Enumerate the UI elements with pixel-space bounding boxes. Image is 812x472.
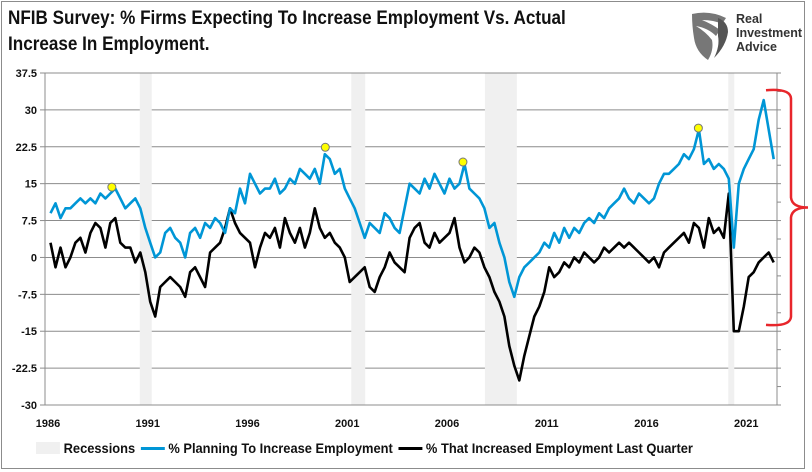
axes: 37.5 30 22.5 15 7.5 0 -7.5 -15 -22.5 -30 1986 1991 1… (12, 68, 781, 430)
y-tick-label: 30 (25, 105, 37, 117)
chart-title: NFIB Survey: % Firms Expecting To Increa… (8, 6, 566, 58)
y-tick-label: 0 (31, 252, 37, 264)
x-tick-label: 1991 (136, 418, 160, 430)
recession-band (351, 73, 366, 405)
logo: Real Investment Advice (688, 8, 806, 64)
x-tick-label: 2021 (734, 418, 758, 430)
x-tick-label: 1996 (235, 418, 259, 430)
eagle-shield-icon (692, 12, 728, 61)
legend-swatch-actual (398, 446, 423, 450)
x-tick-label: 1986 (36, 418, 60, 430)
legend-swatch-planning (140, 446, 165, 450)
x-tick-label: 2011 (535, 418, 559, 430)
y-tick-label: 37.5 (16, 68, 37, 80)
y-tick-label: -30 (21, 400, 37, 412)
series-actual-line (49, 192, 775, 382)
highlight-point (107, 182, 117, 192)
series-planning-line (49, 98, 775, 299)
logo-text-2: Investment (736, 26, 802, 40)
highlights (107, 88, 809, 327)
legend-planning: % Planning To Increase Employment (140, 440, 393, 456)
title-line-1: NFIB Survey: % Firms Expecting To Increa… (8, 8, 566, 29)
logo-text-3: Advice (736, 40, 777, 54)
y-tick-label: -15 (21, 326, 37, 338)
y-tick-label: -22.5 (12, 363, 37, 375)
legend: Recessions % Planning To Increase Employ… (36, 440, 698, 456)
highlight-point (458, 157, 468, 167)
recession-band (139, 73, 152, 405)
y-tick-label: 22.5 (16, 142, 37, 154)
legend-recessions: Recessions (36, 440, 135, 456)
y-tick-label: 7.5 (22, 216, 37, 228)
logo-text-1: Real (736, 12, 763, 26)
legend-label: % That Increased Employment Last Quarter (425, 440, 693, 456)
legend-swatch-recessions (36, 442, 60, 454)
highlight-point (320, 142, 330, 152)
x-tick-label: 2016 (634, 418, 658, 430)
legend-label: Recessions (63, 440, 136, 456)
highlight-point (693, 123, 703, 133)
title-line-2: Increase In Employment. (8, 34, 210, 55)
bracket-annotation (765, 88, 809, 327)
series (49, 98, 775, 382)
x-tick-label: 2001 (335, 418, 359, 430)
y-tick-label: -7.5 (18, 289, 37, 301)
x-tick-label: 2006 (435, 418, 459, 430)
legend-label: % Planning To Increase Employment (168, 440, 393, 456)
gridlines (45, 109, 777, 369)
y-tick-label: 15 (25, 179, 37, 191)
legend-actual: % That Increased Employment Last Quarter (398, 440, 693, 456)
